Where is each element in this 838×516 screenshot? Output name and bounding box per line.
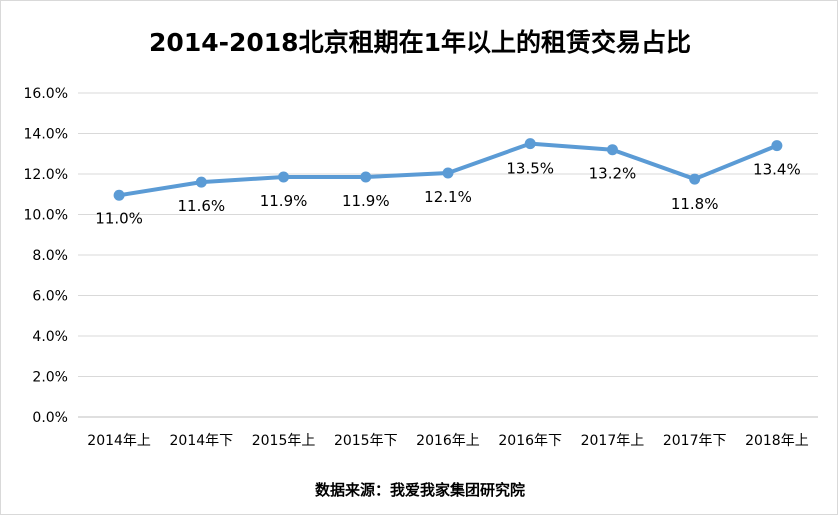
y-tick-label: 16.0% <box>24 86 68 102</box>
x-tick-label: 2017年下 <box>663 433 727 449</box>
data-label: 13.4% <box>753 161 801 179</box>
data-label: 11.8% <box>671 195 719 213</box>
data-label: 11.9% <box>342 192 390 210</box>
y-tick-label: 6.0% <box>32 289 68 305</box>
x-tick-label: 2017年上 <box>581 433 645 449</box>
x-tick-label: 2014年上 <box>87 433 151 449</box>
data-point <box>278 171 290 183</box>
data-label: 12.1% <box>424 188 472 206</box>
data-point <box>771 140 783 152</box>
x-tick-label: 2015年下 <box>334 433 398 449</box>
data-label: 11.0% <box>95 209 143 227</box>
data-point <box>195 176 207 188</box>
data-point <box>442 167 454 179</box>
x-tick-label: 2016年上 <box>416 433 480 449</box>
data-source-note: 数据来源：我爱我家集团研究院 <box>314 481 525 499</box>
y-tick-label: 2.0% <box>32 370 68 386</box>
data-point <box>524 138 536 150</box>
y-tick-label: 10.0% <box>24 208 68 224</box>
x-tick-label: 2014年下 <box>170 433 234 449</box>
y-tick-label: 12.0% <box>24 167 68 183</box>
x-tick-label: 2018年上 <box>745 433 809 449</box>
data-point <box>113 189 125 201</box>
x-tick-label: 2015年上 <box>252 433 316 449</box>
data-point <box>606 144 618 156</box>
data-label: 11.9% <box>260 192 308 210</box>
data-point <box>689 173 701 185</box>
y-tick-label: 0.0% <box>32 410 68 426</box>
x-tick-label: 2016年下 <box>498 433 562 449</box>
data-point <box>360 171 372 183</box>
y-tick-label: 8.0% <box>32 248 68 264</box>
y-tick-label: 4.0% <box>32 329 68 345</box>
data-label: 11.6% <box>178 197 226 215</box>
data-label: 13.5% <box>506 160 554 178</box>
y-tick-label: 14.0% <box>24 127 68 143</box>
chart-title: 2014-2018北京租期在1年以上的租赁交易占比 <box>149 28 691 57</box>
data-label: 13.2% <box>589 165 637 183</box>
